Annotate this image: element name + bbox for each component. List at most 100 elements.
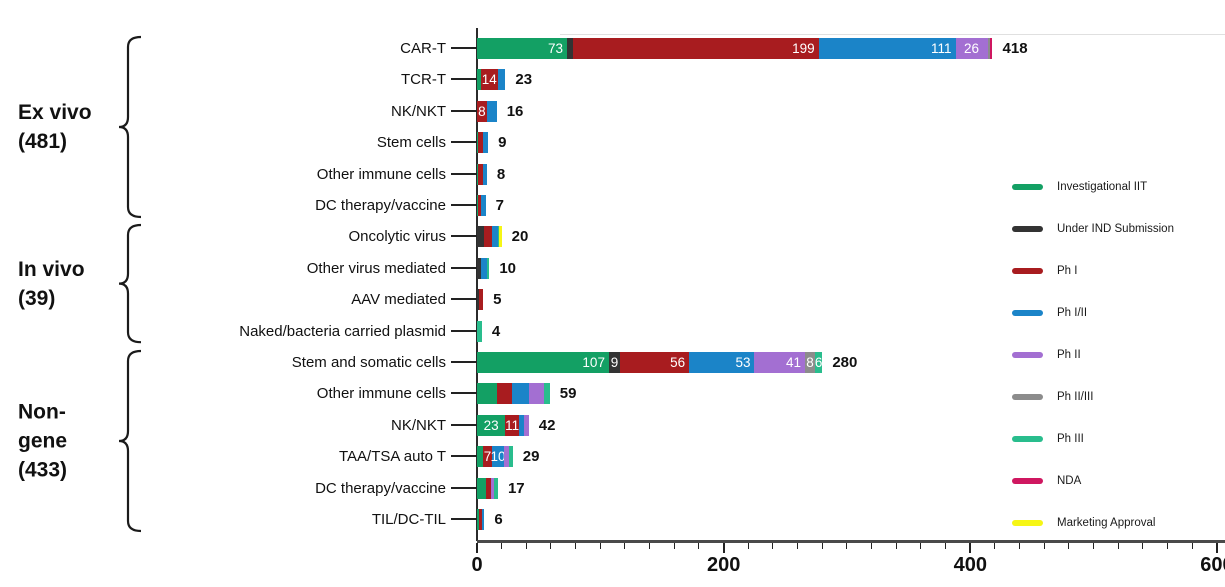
bar-segment-ph-iii: 6 <box>815 352 822 373</box>
bar-row: 9 <box>451 132 1225 154</box>
bar-total-label: 280 <box>832 354 858 371</box>
bar-total-label: 59 <box>559 385 577 403</box>
category-label: TIL/DC-TIL <box>371 511 446 528</box>
stacked-bar <box>477 257 490 279</box>
x-minor-tick <box>994 543 996 549</box>
legend-label: Investigational IIT <box>1057 181 1148 193</box>
bar-total-label: 17 <box>507 479 525 497</box>
group-label-line: (39) <box>18 287 56 310</box>
legend-label: Ph III <box>1057 433 1084 445</box>
stacked-bar: 107 9 56 53 41 8 6 <box>477 352 822 373</box>
segment-value-label: 26 <box>964 41 980 56</box>
category-label: TCR-T <box>401 71 446 89</box>
bar-total-label: 10 <box>499 259 517 277</box>
x-minor-tick <box>649 543 651 549</box>
bar-segment-under-ind-submission <box>477 289 480 311</box>
x-tick-label: 400 <box>953 554 987 576</box>
x-minor-tick <box>1142 543 1144 549</box>
bar-segment-ph-i <box>478 195 481 216</box>
x-minor-tick <box>1167 543 1169 549</box>
group-label-line: gene <box>18 429 68 453</box>
bar-segment-ph-i: 14 <box>480 69 498 91</box>
y-tick <box>451 266 477 269</box>
legend: Investigational IIT Under IND Submission P… <box>1012 0 1225 587</box>
bar-row: 10 <box>451 257 1225 279</box>
bar-segment-ph-iii <box>494 477 498 499</box>
x-minor-tick <box>673 543 675 549</box>
x-axis-line <box>477 540 1225 543</box>
legend-item-nda: NDA <box>1012 474 1081 488</box>
x-minor-tick <box>1191 543 1193 549</box>
x-tick-label: 600 <box>1200 554 1225 576</box>
category-label: NK/NKT <box>390 102 446 120</box>
group-label-line: Ex vivo <box>18 101 92 124</box>
bar-segment-ph-i-ii <box>518 414 524 436</box>
x-minor-tick <box>1043 543 1045 549</box>
legend-swatch-icon <box>1012 436 1043 442</box>
x-tick-label: 200 <box>706 554 741 576</box>
bar-segment-ph-i-ii <box>480 195 486 216</box>
x-minor-tick <box>698 543 700 549</box>
x-minor-tick <box>1019 543 1021 549</box>
x-minor-tick <box>797 543 799 549</box>
stacked-bar: 73 199 111 26 <box>477 38 993 59</box>
y-tick <box>451 329 477 332</box>
category-labels: CAR-T TCR-T NK/NKT Stem cells Other immune c… <box>0 0 448 587</box>
stacked-bar <box>477 226 502 248</box>
stacked-bar: 14 <box>477 69 506 91</box>
segment-value-label: 23 <box>483 417 499 433</box>
legend-swatch-icon <box>1012 394 1043 400</box>
category-label: Naked/bacteria carried plasmid <box>239 322 446 340</box>
y-tick <box>451 141 477 144</box>
y-tick <box>451 361 477 363</box>
x-minor-tick <box>525 543 527 549</box>
stacked-bar <box>477 320 482 342</box>
plot-area: 73 199 111 26 418 14 23 8 16 9 8 7 20 10 5 4 107 9 56 53 41 8… <box>451 38 1225 548</box>
bar-segment-ph-i-ii <box>497 69 506 91</box>
category-label: Stem and somatic cells <box>291 354 446 371</box>
bar-total-label: 20 <box>511 228 529 246</box>
x-minor-tick <box>871 543 873 549</box>
category-label: DC therapy/vaccine <box>315 479 446 497</box>
legend-label: Ph II/III <box>1057 391 1094 403</box>
bar-segment-ph-ii <box>528 383 544 405</box>
bar-segment-investigational-iit <box>477 446 484 468</box>
bar-row: 8 16 <box>451 100 1225 122</box>
y-tick <box>451 204 477 206</box>
bar-segment-ph-i-ii <box>483 132 489 154</box>
x-minor-tick <box>575 543 577 549</box>
legend-item-ph-ii: Ph II <box>1012 348 1081 362</box>
bar-segment-ph-i-ii: 111 <box>818 38 956 59</box>
bar-row: 5 <box>451 289 1225 311</box>
bar-segment-ph-iii <box>477 320 482 342</box>
bar-segment-ph-ii: 41 <box>754 352 806 373</box>
x-major-tick <box>476 543 478 553</box>
bar-row: 73 199 111 26 418 <box>451 38 1225 59</box>
legend-item-marketing-approval: Marketing Approval <box>1012 516 1155 530</box>
bar-row: 23 11 42 <box>451 414 1225 436</box>
y-tick <box>451 455 477 458</box>
stacked-bar <box>477 477 498 499</box>
bar-row: 7 <box>451 195 1225 216</box>
bar-segment-investigational-iit <box>477 383 497 405</box>
y-tick <box>451 235 477 238</box>
bar-total-label: 4 <box>491 322 501 340</box>
bar-segment-ph-i <box>496 383 512 405</box>
bar-total-label: 16 <box>506 102 524 120</box>
segment-value-label: 111 <box>930 41 952 56</box>
bar-segment-ph-i: 199 <box>573 38 819 59</box>
bar-segment-under-ind-submission <box>477 226 485 248</box>
bar-segment-ph-i <box>485 477 491 499</box>
bar-segment-ph-ii <box>504 446 510 468</box>
y-tick <box>451 172 477 175</box>
bar-row: 8 <box>451 163 1225 185</box>
y-tick <box>451 298 477 301</box>
category-label: Stem cells <box>376 134 446 152</box>
category-label: CAR-T <box>400 40 446 57</box>
category-label: DC therapy/vaccine <box>315 197 446 214</box>
bar-segment-ph-i-ii: 10 <box>490 446 505 468</box>
bar-segment-under-ind-submission: 9 <box>608 352 621 373</box>
segment-value-label: 199 <box>792 41 815 56</box>
bar-segment-ph-ii-iii: 8 <box>805 352 815 373</box>
bar-segment-ph-i: 7 <box>483 446 492 468</box>
